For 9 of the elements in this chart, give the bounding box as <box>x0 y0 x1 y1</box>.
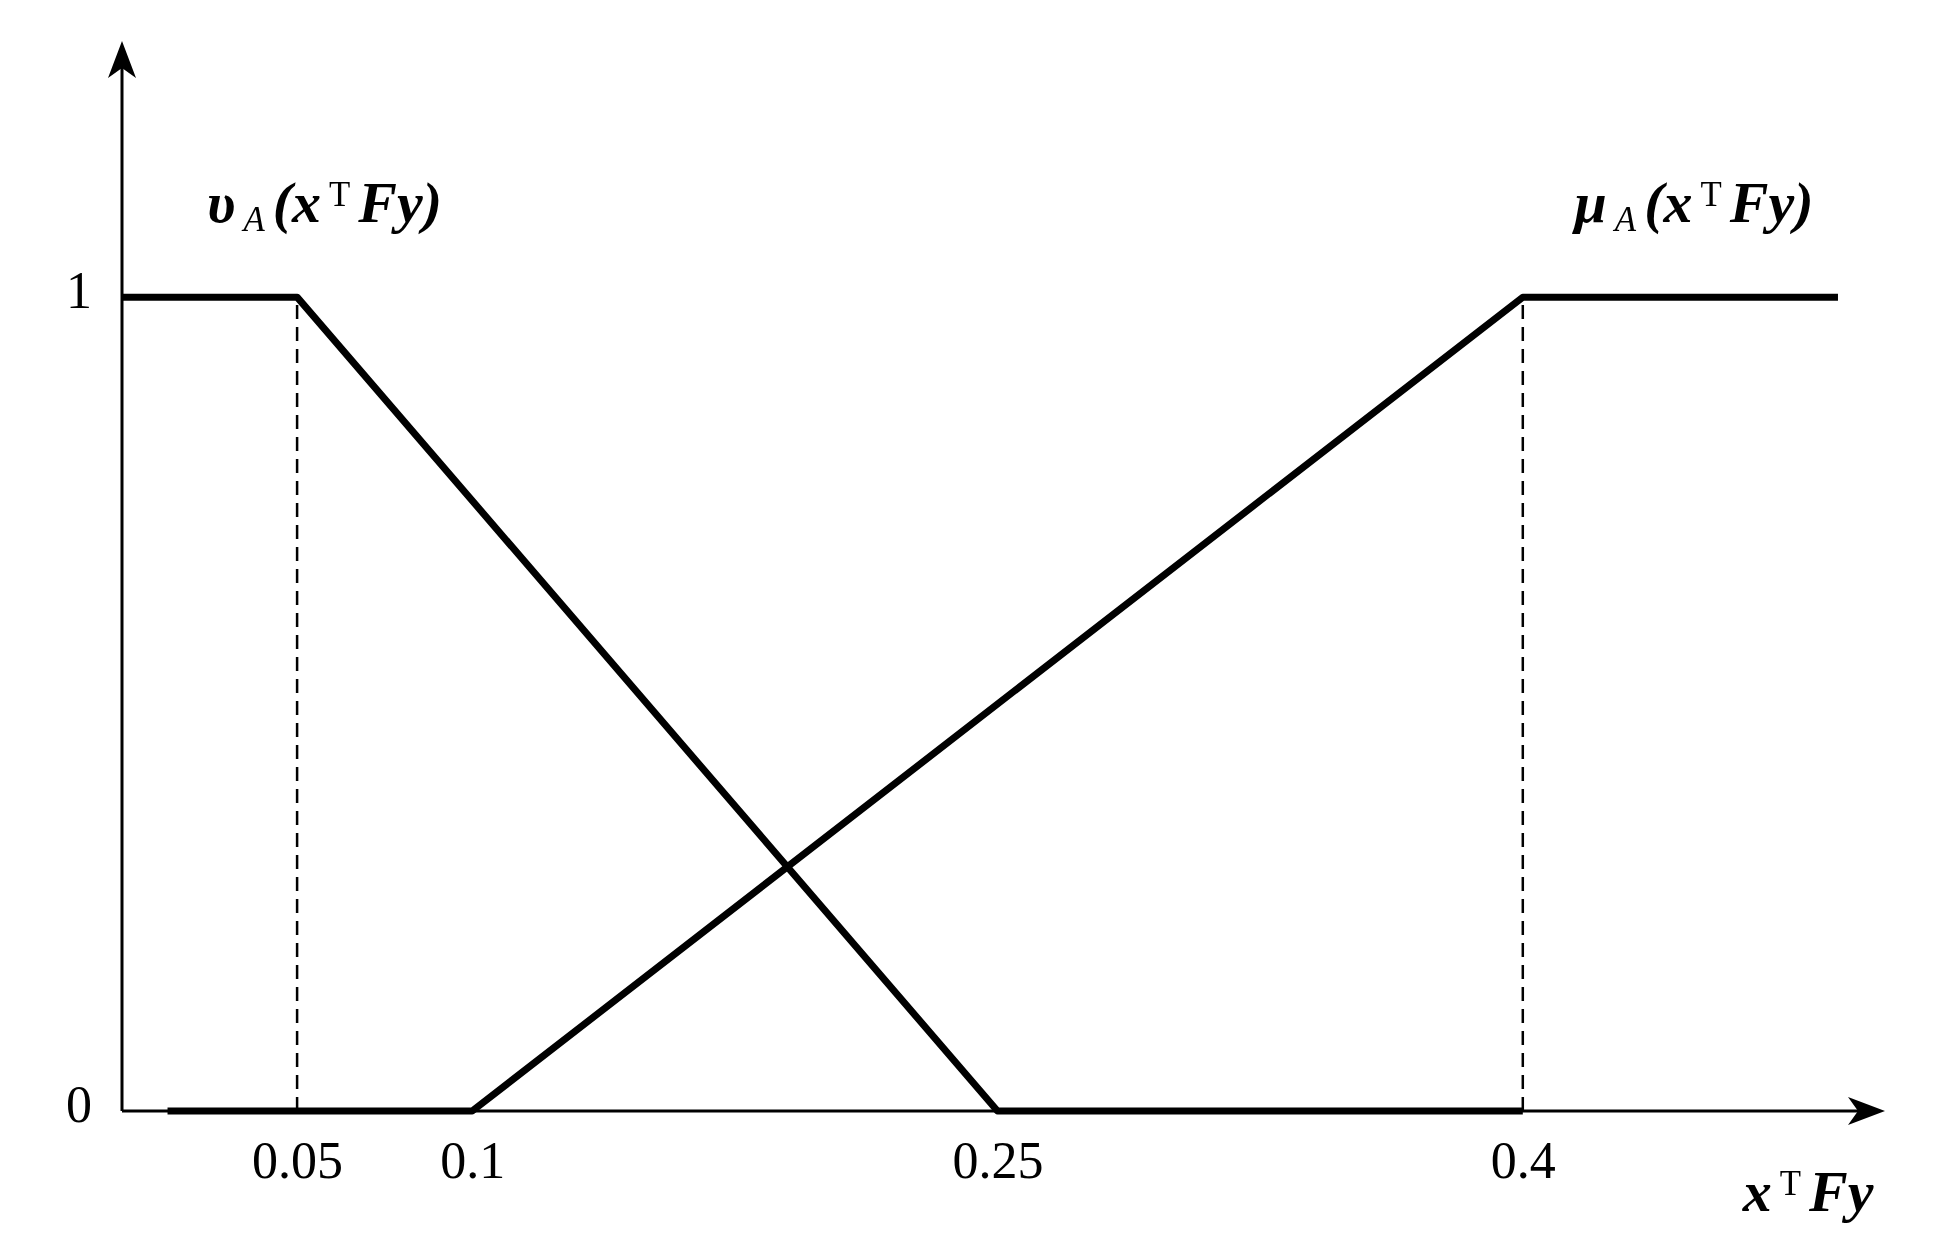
x-tick-label: 0.4 <box>1490 1131 1556 1189</box>
y-tick-label: 1 <box>66 262 92 320</box>
series-label: υ$_{A}$(x$^{T}$Fy) <box>207 170 457 239</box>
x-tick-label: 0.25 <box>952 1131 1044 1189</box>
x-axis-title: x$^{T}$Fy <box>1741 1159 1888 1224</box>
x-tick-label: 0.05 <box>252 1131 344 1189</box>
x-tick-label: 0.1 <box>440 1131 506 1189</box>
series-label: μ$_{A}$(x$^{T}$Fy) <box>1571 170 1828 239</box>
y-tick-label: 0 <box>66 1075 92 1133</box>
